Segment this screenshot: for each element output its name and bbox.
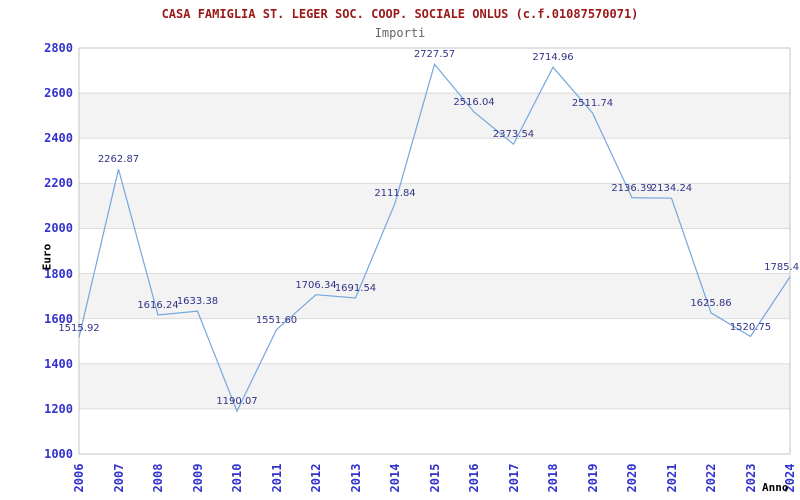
point-value-label: 2373.54	[492, 129, 535, 141]
point-value-label: 1625.86	[690, 297, 732, 309]
point-value-label: 1616.24	[137, 300, 179, 311]
y-tick-label: 1000	[44, 447, 73, 461]
grid-band	[79, 93, 790, 139]
x-tick-label: 2013	[348, 463, 363, 493]
x-tick-label: 2017	[506, 463, 521, 493]
x-tick-label: 2010	[230, 463, 244, 493]
chart-subtitle: Importi	[374, 26, 426, 40]
point-value-label: 2136.39	[611, 182, 653, 194]
x-tick-label: 2012	[309, 463, 323, 493]
point-value-label: 2727.57	[413, 49, 456, 61]
x-tick-label: 2007	[111, 463, 126, 493]
plot-border	[78, 47, 791, 455]
y-axis-title: Euro	[40, 243, 54, 271]
y-tick-label: 2800	[44, 41, 73, 55]
x-tick-label: 2021	[664, 463, 679, 493]
x-tick-label: 2018	[546, 463, 560, 493]
y-tick-label: 2400	[44, 131, 73, 146]
y-tick-label: 1600	[44, 311, 73, 326]
y-tick-label: 2200	[44, 176, 73, 191]
point-value-label: 1785.4	[764, 261, 800, 273]
x-tick-label: 2016	[467, 463, 481, 493]
x-tick-label: 2023	[743, 463, 758, 493]
point-value-label: 1633.38	[176, 296, 219, 308]
x-tick-label: 2015	[427, 463, 442, 493]
point-value-label: 1706.34	[295, 279, 337, 291]
x-tick-label: 2008	[151, 463, 165, 493]
data-line	[78, 63, 791, 413]
point-value-label: 1551.60	[255, 314, 298, 326]
point-value-label: 2262.87	[97, 154, 140, 166]
point-value-label: 1691.54	[334, 283, 377, 295]
x-tick-label: 2006	[72, 463, 86, 493]
x-tick-label: 2014	[388, 463, 402, 493]
x-tick-label: 2009	[190, 463, 205, 493]
point-value-label: 2516.04	[453, 97, 495, 109]
point-value-label: 1190.07	[216, 396, 258, 408]
x-tick-label: 2020	[625, 463, 639, 493]
x-tick-label: 2022	[704, 463, 718, 493]
chart-title: CASA FAMIGLIA ST. LEGER SOC. COOP. SOCIA…	[161, 7, 639, 21]
y-tick-label: 1800	[44, 266, 73, 281]
y-tick-label: 1400	[44, 356, 73, 371]
point-value-label: 2511.74	[571, 98, 614, 110]
x-tick-label: 2011	[269, 463, 284, 493]
y-tick-label: 2000	[44, 221, 73, 236]
point-value-label: 1520.75	[729, 321, 772, 333]
x-tick-label: 2019	[585, 463, 600, 493]
point-value-label: 2714.96	[532, 52, 574, 64]
grid-band	[79, 363, 790, 409]
point-value-label: 2134.24	[650, 183, 693, 195]
grid-band	[79, 183, 790, 229]
point-value-label: 2111.84	[374, 188, 416, 200]
point-value-label: 1515.92	[58, 322, 100, 334]
y-tick-label: 1200	[44, 401, 73, 416]
x-axis-title: Anno	[762, 481, 789, 494]
y-tick-label: 2600	[44, 86, 73, 101]
